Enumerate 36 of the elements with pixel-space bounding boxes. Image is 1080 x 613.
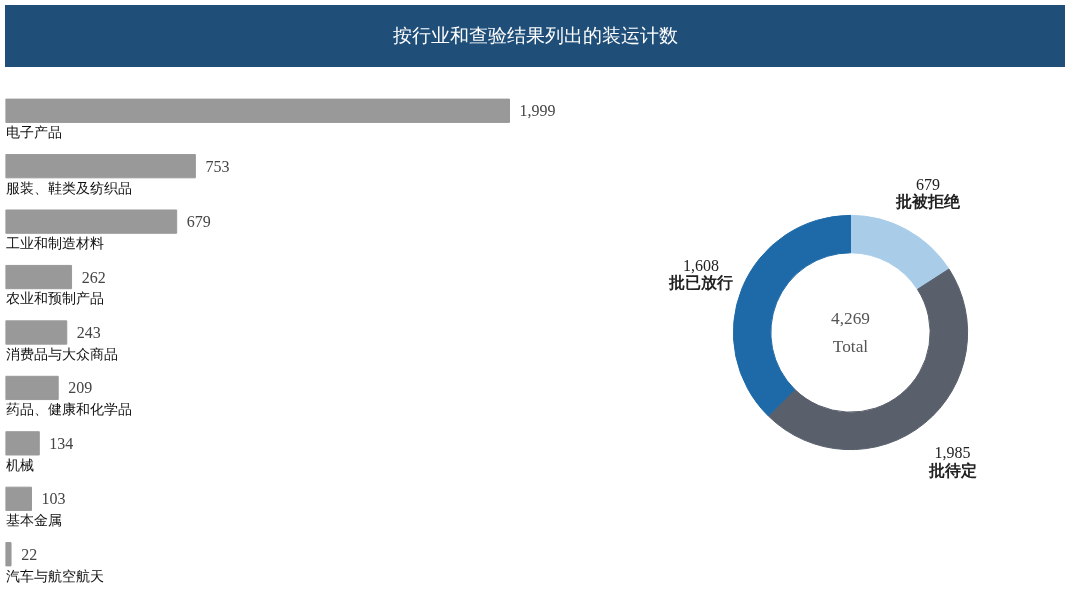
bar — [5, 542, 12, 567]
data-label: 1,608 — [682, 257, 719, 275]
bar — [5, 264, 73, 290]
data-label: 22 — [21, 545, 38, 563]
bar — [5, 320, 68, 345]
slice-label: 批被拒绝 — [894, 192, 961, 212]
data-label: 262 — [81, 268, 106, 286]
bar — [5, 209, 178, 234]
y-tick-label: 服装、鞋类及纺织品 — [5, 179, 132, 196]
y-tick-label: 药品、健康和化学品 — [5, 401, 132, 418]
data-label: 103 — [41, 490, 66, 508]
y-tick-label: 农业和预制产品 — [5, 290, 104, 307]
data-label: 209 — [68, 379, 93, 397]
y-tick-label: 电子产品 — [5, 124, 62, 141]
text: 4,269 — [831, 308, 871, 328]
bar — [5, 98, 510, 123]
data-label: 679 — [186, 213, 211, 231]
data-label: 1,985 — [934, 444, 971, 462]
chart-title: 按行业和查验结果列出的装运计数 — [392, 23, 678, 49]
slice-label: 批待定 — [927, 460, 977, 480]
y-tick-label: 汽车与航空航天 — [5, 567, 104, 584]
y-tick-label: 消费品与大众商品 — [5, 345, 118, 362]
y-tick-label: 工业和制造材料 — [5, 234, 104, 251]
y-tick-label: 机械 — [5, 456, 34, 473]
data-label: 243 — [76, 324, 101, 341]
bar — [5, 486, 32, 511]
y-tick-label: 基本金属 — [5, 512, 62, 529]
bar — [5, 154, 196, 179]
bar — [5, 431, 40, 456]
data-label: 1,999 — [519, 102, 556, 120]
data-label: 134 — [49, 434, 74, 452]
data-label: 679 — [915, 175, 940, 193]
data-label: 753 — [205, 157, 230, 175]
bar — [5, 375, 59, 401]
slice-label: 批已放行 — [667, 273, 733, 293]
text: Total — [832, 337, 869, 357]
